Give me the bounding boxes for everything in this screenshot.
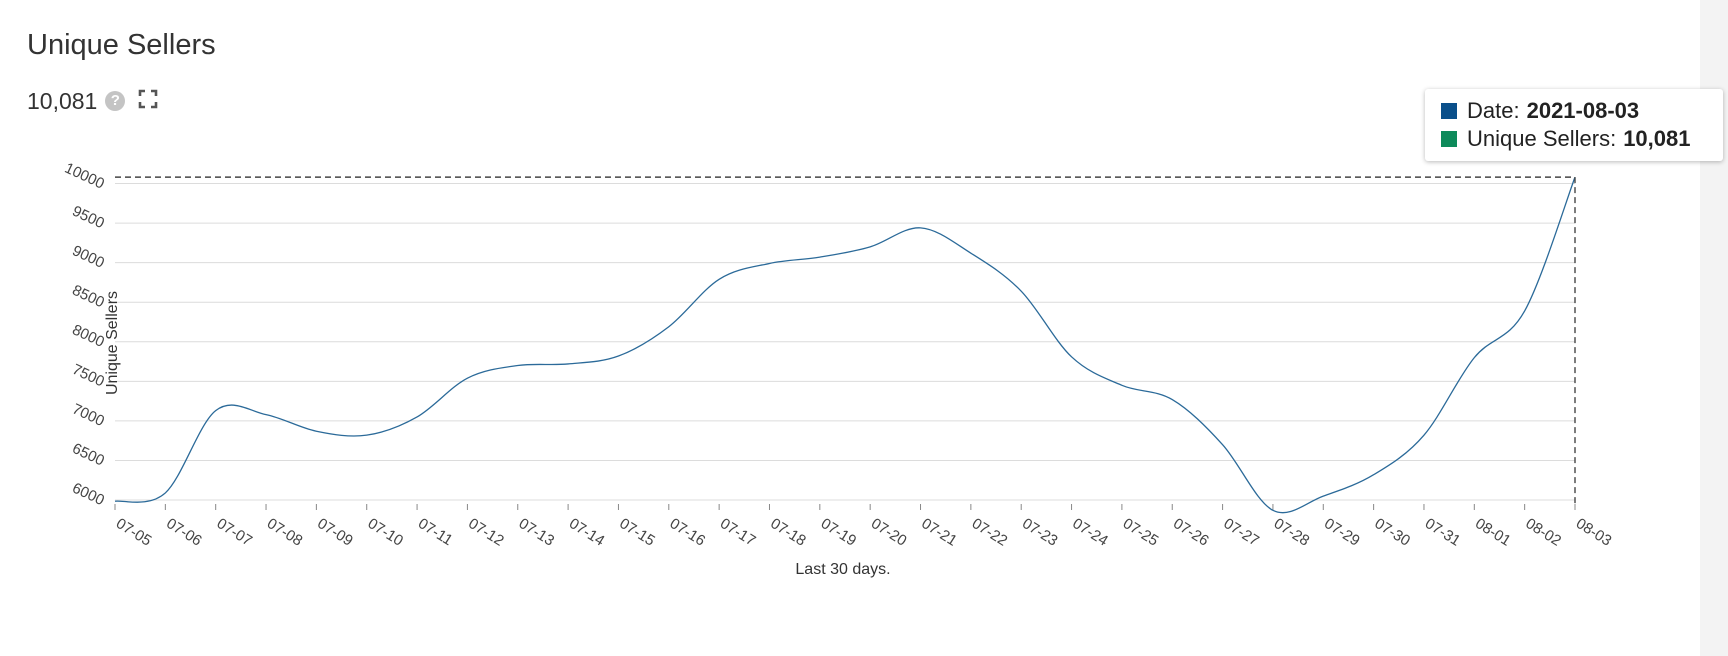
metric-value: 10,081 [27, 87, 98, 114]
x-tick-label: 08-02 [1523, 515, 1565, 550]
x-tick-label: 07-29 [1321, 515, 1363, 550]
series-swatch [1441, 131, 1457, 147]
x-axis-ticks: 07-05 07-06 07-07 07-08 07-09 07-10 07-11 07-12… [113, 504, 1615, 550]
hover-crosshair [115, 176, 1576, 504]
metric-row: 10,081 ? [27, 86, 158, 116]
y-axis-ticks: 6000 6500 7000 7500 8000 8500 9000 9500 10000 [62, 160, 107, 510]
tooltip-date-value: 2021-08-03 [1526, 98, 1640, 123]
y-tick-label: 8500 [70, 282, 107, 312]
x-tick-label: 07-30 [1372, 515, 1414, 550]
x-tick-label: 07-12 [465, 515, 507, 550]
x-tick-label: 07-31 [1422, 515, 1464, 550]
tooltip-series-value: 10,081 [1623, 126, 1691, 151]
x-tick-label: 07-14 [566, 515, 608, 550]
x-tick-label: 07-18 [767, 515, 809, 550]
x-tick-label: 07-05 [113, 515, 155, 550]
x-tick-label: 07-10 [365, 515, 407, 550]
series-line-unique-sellers[interactable] [114, 176, 1576, 514]
x-tick-label: 08-03 [1573, 515, 1615, 550]
y-tick-label: 10000 [62, 160, 107, 193]
y-tick-label: 6000 [70, 480, 107, 510]
x-tick-label: 07-17 [717, 515, 759, 550]
x-tick-label: 07-21 [918, 515, 960, 550]
x-tick-label: 07-13 [516, 515, 558, 550]
x-tick-label: 07-20 [868, 515, 910, 550]
grid-lines [115, 183, 1575, 501]
x-tick-label: 08-01 [1472, 515, 1514, 550]
tooltip-series-label: Unique Sellers: [1467, 126, 1617, 151]
x-tick-label: 07-23 [1019, 515, 1061, 550]
tooltip-date-row: Date: 2021-08-03 [1441, 97, 1723, 125]
y-axis-label: Unique Sellers [104, 291, 121, 395]
y-tick-label: 7500 [70, 361, 107, 391]
y-tick-label: 9000 [70, 242, 107, 272]
x-tick-label: 07-22 [969, 515, 1011, 550]
fullscreen-expand-icon[interactable] [138, 89, 158, 114]
y-tick-label: 6500 [70, 440, 107, 470]
x-axis-label: Last 30 days. [795, 561, 890, 578]
question-circle-icon[interactable]: ? [105, 91, 126, 111]
x-tick-label: 07-24 [1069, 515, 1111, 550]
x-tick-label: 07-11 [415, 515, 456, 549]
date-swatch [1441, 103, 1457, 119]
y-tick-label: 9500 [70, 203, 107, 233]
tooltip-date-label: Date: [1467, 98, 1520, 123]
x-tick-label: 07-09 [314, 515, 356, 550]
y-tick-label: 8000 [70, 321, 107, 351]
chart-tooltip: Date: 2021-08-03 Unique Sellers: 10,081 [1425, 89, 1723, 161]
page-title: Unique Sellers [27, 29, 216, 61]
x-tick-label: 07-08 [264, 515, 306, 550]
x-tick-label: 07-19 [818, 515, 860, 550]
tooltip-series-row: Unique Sellers: 10,081 [1441, 125, 1723, 153]
x-tick-label: 07-06 [163, 515, 205, 550]
y-tick-label: 7000 [70, 400, 107, 430]
x-tick-label: 07-07 [214, 515, 256, 550]
x-tick-label: 07-26 [1170, 515, 1212, 550]
x-tick-label: 07-16 [667, 515, 709, 550]
x-tick-label: 07-15 [616, 515, 658, 550]
x-tick-label: 07-27 [1220, 515, 1262, 550]
x-tick-label: 07-25 [1120, 515, 1162, 550]
x-tick-label: 07-28 [1271, 515, 1313, 550]
